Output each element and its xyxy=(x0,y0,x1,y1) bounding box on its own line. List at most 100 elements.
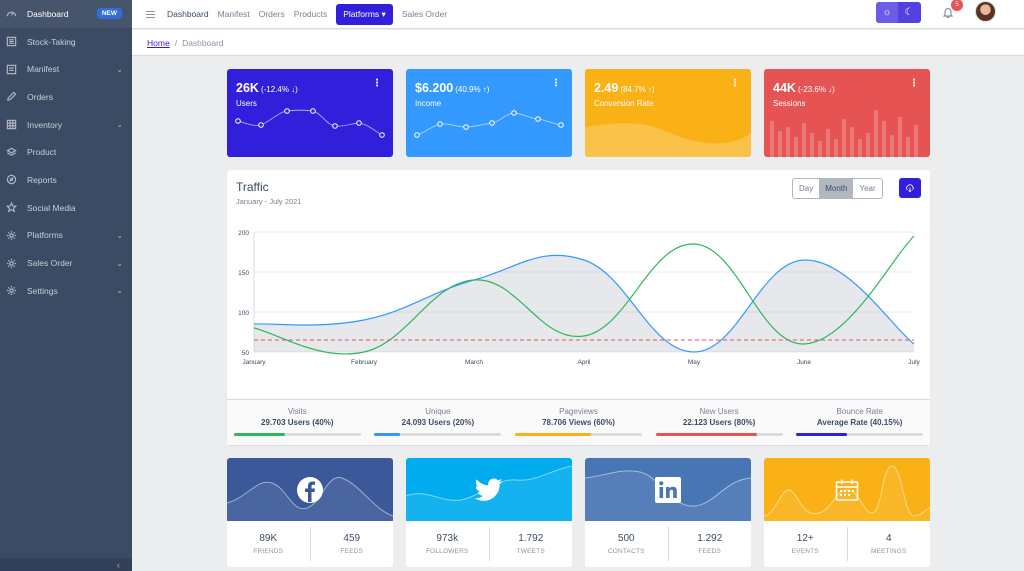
widget-sparkline xyxy=(235,108,385,138)
nav-link-sales-order[interactable]: Sales Order xyxy=(401,9,448,19)
x-tick-label: March xyxy=(465,359,483,366)
file-icon xyxy=(6,64,17,75)
sidebar: Dashboard NEW Stock-Taking Manifest ⌄ Or… xyxy=(0,0,132,571)
twitter-icon xyxy=(475,476,503,504)
menu-toggle-icon[interactable] xyxy=(146,10,155,18)
social-card-facebook: 89K FRIENDS 459 FEEDS xyxy=(227,458,393,567)
stat-value: Average Rate (40.15%) xyxy=(816,418,903,427)
sidebar-item-settings[interactable]: Settings ⌄ xyxy=(0,277,132,305)
stat-value: 78.706 Views (60%) xyxy=(542,418,615,427)
nav-link-products[interactable]: Products xyxy=(293,9,328,19)
bell-icon[interactable] xyxy=(942,6,954,18)
social-card-header xyxy=(227,458,393,521)
stat-value: 29.703 Users (40%) xyxy=(261,418,334,427)
new-badge: NEW xyxy=(96,8,122,20)
sidebar-item-manifest[interactable]: Manifest ⌄ xyxy=(0,55,132,83)
more-options-icon[interactable]: ⋮ xyxy=(372,78,382,89)
nav-link-manifest[interactable]: Manifest xyxy=(217,9,250,19)
more-options-icon[interactable]: ⋮ xyxy=(730,78,740,89)
sidebar-item-label: Sales Order xyxy=(27,258,73,269)
social-stat-friends: 89K FRIENDS xyxy=(227,521,310,567)
widget-area-chart xyxy=(585,123,751,157)
sidebar-item-social-media[interactable]: Social Media xyxy=(0,194,132,222)
sidebar-minimizer[interactable]: ‹ xyxy=(0,558,132,571)
traffic-subtitle: January - July 2021 xyxy=(236,197,302,206)
sidebar-item-inventory[interactable]: Inventory ⌄ xyxy=(0,111,132,139)
top-header: Dashboard Manifest Orders Products Platf… xyxy=(132,0,1024,29)
social-stat-feeds: 1.292 FEEDS xyxy=(667,527,752,561)
nav-link-orders[interactable]: Orders xyxy=(258,9,285,19)
sidebar-item-label: Platforms xyxy=(27,230,63,241)
social-card-twitter: 973k FOLLOWERS 1.792 TWEETS xyxy=(406,458,572,567)
y-tick-label: 200 xyxy=(238,230,249,237)
widget-value: $6.200 (40.9% ↑) xyxy=(415,81,490,95)
sidebar-item-stock-taking[interactable]: Stock-Taking xyxy=(0,28,132,56)
social-card-stats: 89K FRIENDS 459 FEEDS xyxy=(227,521,393,567)
sidebar-item-label: Inventory xyxy=(27,119,62,130)
sidebar-item-label: Settings xyxy=(27,285,58,296)
sun-icon[interactable]: ☼ xyxy=(876,2,898,23)
more-options-icon[interactable]: ⋮ xyxy=(909,78,919,89)
chevron-down-icon: ⌄ xyxy=(116,64,123,74)
grid-icon xyxy=(6,119,17,130)
sidebar-item-reports[interactable]: Reports xyxy=(0,166,132,194)
widget-value: 26K (-12.4% ↓) xyxy=(236,81,298,95)
platforms-dropdown-button[interactable]: Platforms ▾ xyxy=(336,3,393,25)
progress-bar xyxy=(233,433,361,436)
breadcrumb-current: Dashboard xyxy=(182,37,224,48)
widget-value: 2.49 (84.7% ↑) xyxy=(594,81,655,95)
gear-icon xyxy=(6,230,17,241)
sidebar-item-platforms[interactable]: Platforms ⌄ xyxy=(0,222,132,250)
social-stat-label: FEEDS xyxy=(698,548,722,555)
series-line xyxy=(253,235,915,355)
sidebar-item-label: Reports xyxy=(27,174,57,185)
sidebar-item-label: Orders xyxy=(27,91,53,102)
widget-sessions: 44K (-23.6% ↓) Sessions ⋮ xyxy=(764,69,930,157)
widget-label: Users xyxy=(236,99,257,108)
period-month-button[interactable]: Month xyxy=(819,179,854,198)
sidebar-item-orders[interactable]: Orders xyxy=(0,83,132,111)
stat-bounce-rate: Bounce Rate Average Rate (40.15%) xyxy=(789,400,930,445)
widget-income: $6.200 (40.9% ↑) Income ⋮ xyxy=(406,69,572,157)
social-card-stats: 500 CONTACTS 1.292 FEEDS xyxy=(585,521,751,567)
chevron-down-icon: ⌄ xyxy=(116,230,123,240)
y-tick-label: 100 xyxy=(238,310,249,317)
stat-title: New Users xyxy=(699,407,739,416)
breadcrumb-home-link[interactable]: Home xyxy=(147,37,170,48)
sidebar-item-sales-order[interactable]: Sales Order ⌄ xyxy=(0,249,132,277)
y-tick-label: 150 xyxy=(238,270,249,277)
widget-label: Conversion Rate xyxy=(594,99,654,108)
social-stat-meetings: 4 MEETINGS xyxy=(846,527,931,561)
moon-icon[interactable]: ☾ xyxy=(904,7,914,18)
download-button[interactable] xyxy=(899,178,921,198)
social-stat-value: 4 xyxy=(885,533,892,544)
user-avatar[interactable] xyxy=(975,1,996,22)
sidebar-item-label: Stock-Taking xyxy=(27,36,76,47)
social-card-calendar: 12+ EVENTS 4 MEETINGS xyxy=(764,458,930,567)
nav-link-dashboard[interactable]: Dashboard xyxy=(167,9,209,19)
traffic-line-chart: 50 100 150 200 January February March April May J… xyxy=(238,230,920,366)
platforms-label: Platforms xyxy=(343,8,380,19)
series-line xyxy=(253,254,915,353)
x-tick-label: February xyxy=(351,359,378,366)
speedometer-icon xyxy=(6,8,17,19)
stat-visits: Visits 29.703 Users (40%) xyxy=(227,400,368,445)
social-stat-label: MEETINGS xyxy=(870,548,907,555)
widget-users: 26K (-12.4% ↓) Users ⋮ xyxy=(227,69,393,157)
notes-icon xyxy=(6,36,17,47)
stat-pageviews: Pageviews 78.706 Views (60%) xyxy=(508,400,649,445)
stat-value: 24.093 Users (20%) xyxy=(401,418,475,427)
social-stat-value: 1.792 xyxy=(518,533,544,544)
chevron-left-icon: ‹ xyxy=(117,559,120,570)
period-year-button[interactable]: Year xyxy=(859,184,876,193)
sidebar-item-product[interactable]: Product xyxy=(0,138,132,166)
sidebar-item-label: Manifest xyxy=(27,64,60,75)
sidebar-item-dashboard[interactable]: Dashboard NEW xyxy=(0,0,132,28)
chevron-down-icon: ⌄ xyxy=(116,120,123,130)
social-stat-value: 973k xyxy=(436,533,459,544)
stat-title: Unique xyxy=(425,407,451,416)
sidebar-item-label: Social Media xyxy=(27,202,76,213)
period-day-button[interactable]: Day xyxy=(799,184,814,193)
stat-unique: Unique 24.093 Users (20%) xyxy=(368,400,509,445)
more-options-icon[interactable]: ⋮ xyxy=(551,78,561,89)
